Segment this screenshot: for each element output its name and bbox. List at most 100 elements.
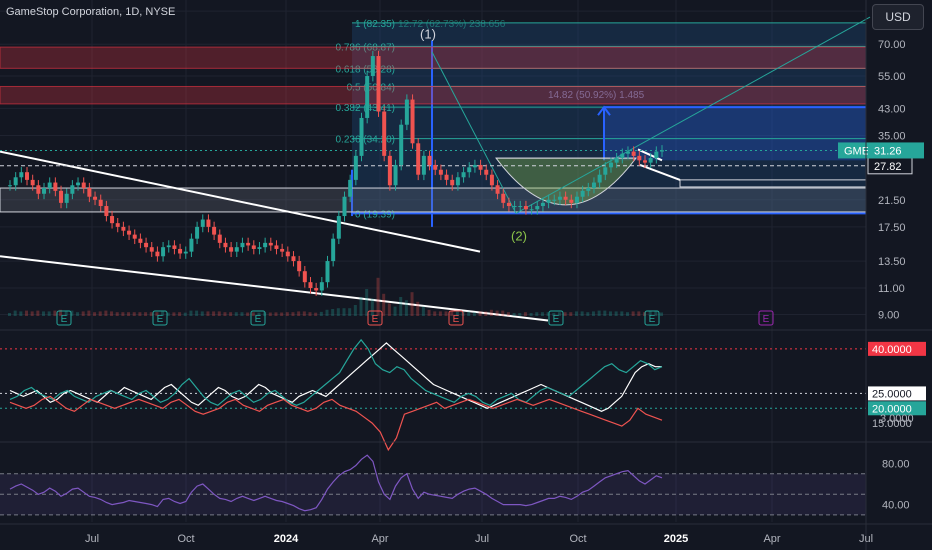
candle-body (450, 179, 455, 186)
currency-button[interactable]: USD (872, 4, 924, 30)
volume-bar (574, 311, 578, 316)
candle-body (421, 155, 426, 175)
cup-pattern (495, 157, 637, 206)
candle-body (478, 164, 483, 170)
candle-body (484, 169, 489, 175)
fib-level-label: 0.5 (50.84) (347, 82, 395, 93)
candle-body (625, 151, 630, 154)
candle-body (591, 182, 596, 189)
candle-body (467, 167, 472, 173)
volume-bar (523, 312, 527, 316)
fib-level-label: 0.236 (34.20) (336, 135, 396, 146)
volume-bar (280, 312, 284, 316)
volume-bar (552, 313, 556, 316)
di-minus-line (9, 395, 663, 452)
chart-annotations: (1) (2) (420, 26, 527, 243)
volume-bar (506, 312, 510, 316)
volume-bar (518, 313, 522, 316)
candle-body (291, 256, 296, 262)
volume-bar (472, 312, 476, 316)
candle-body (614, 158, 619, 163)
candle-body (81, 182, 86, 189)
volume-bar (359, 297, 363, 316)
candle-body (393, 164, 398, 186)
candle-body (314, 288, 319, 291)
candle-body (438, 169, 443, 175)
volume-bar (70, 310, 74, 316)
fib-level-label: 0 (19.39) (355, 209, 395, 220)
volume-bar (8, 313, 11, 316)
volume-bar (563, 312, 567, 316)
candle-body (189, 238, 194, 252)
earnings-marker-box (644, 310, 660, 326)
volume-bar (421, 306, 425, 316)
candle-body (427, 155, 432, 165)
candle-body (580, 190, 585, 197)
candle-body (529, 209, 534, 211)
fib-level-label: 1 (82.35) (355, 19, 395, 30)
volume-bar (614, 311, 618, 316)
y-tick-label: 43.00 (878, 103, 906, 115)
earnings-marker-label: E (553, 314, 560, 325)
volume-bar (325, 309, 329, 316)
fib-zone (352, 22, 866, 214)
earnings-marker-label: E (372, 314, 379, 325)
candle-body (98, 199, 103, 207)
x-tick-label: Apr (763, 533, 780, 545)
candle-body (166, 245, 171, 248)
candle-body (353, 155, 358, 180)
candle-body (620, 153, 625, 159)
earnings-marker-box (250, 310, 266, 326)
earnings-marker-box (367, 310, 383, 326)
volume-bar (155, 312, 159, 316)
candle-body (546, 199, 551, 203)
symbol-label: GME (844, 145, 869, 157)
volume-bar (438, 311, 442, 316)
candle-body (25, 172, 30, 180)
candle-body (246, 242, 251, 246)
candle-body (461, 172, 466, 178)
adx-level-tag (868, 401, 926, 416)
candle-body (404, 99, 409, 125)
last-price-label: 31.26 (874, 145, 902, 157)
earnings-marker-label: E (61, 314, 68, 325)
candle-body (64, 193, 69, 203)
candle-body (19, 172, 24, 178)
volume-bar (81, 311, 85, 316)
x-tick-label: Oct (177, 533, 194, 545)
volume-bar (348, 308, 352, 316)
candle-body (274, 245, 279, 249)
y-tick-label: 13.50 (878, 256, 906, 268)
chart-title: GameStop Corporation, 1D, NYSE (6, 6, 176, 18)
volume-bar (540, 312, 544, 316)
candle-body (251, 245, 256, 249)
volume-bar (336, 308, 340, 316)
flag-line (637, 148, 663, 162)
volume-bar (608, 311, 612, 316)
rsi-pane (0, 454, 866, 516)
candle-body (455, 177, 460, 186)
trendline-drawings[interactable] (0, 16, 871, 322)
fibonacci-retracement[interactable]: 1 (82.35) 0.786 (68.87) 0.618 (58.28) 0.5 (… (336, 19, 867, 227)
candle-body (348, 179, 353, 197)
volume-bar (387, 303, 391, 316)
candle-body (76, 182, 81, 186)
volume-bar (274, 312, 278, 316)
candle-body (637, 155, 642, 161)
adx-level-label: 25.0000 (872, 388, 912, 400)
volume-bar (76, 312, 80, 316)
descending-trendline-upper (0, 150, 481, 253)
volume-bar (648, 311, 652, 316)
earnings-marker-box (56, 310, 72, 326)
volume-bar (642, 312, 646, 316)
volume-bar (444, 311, 448, 316)
volume-bar (410, 292, 414, 316)
volume-bar (308, 312, 312, 316)
volume-bar (121, 312, 125, 316)
volume-bar (478, 311, 482, 316)
volume-bar (30, 311, 34, 316)
fib-range-note: 12.72 (62.73%) 238.656 (398, 19, 506, 30)
adx-tick-label: 3.0000 (880, 413, 914, 425)
